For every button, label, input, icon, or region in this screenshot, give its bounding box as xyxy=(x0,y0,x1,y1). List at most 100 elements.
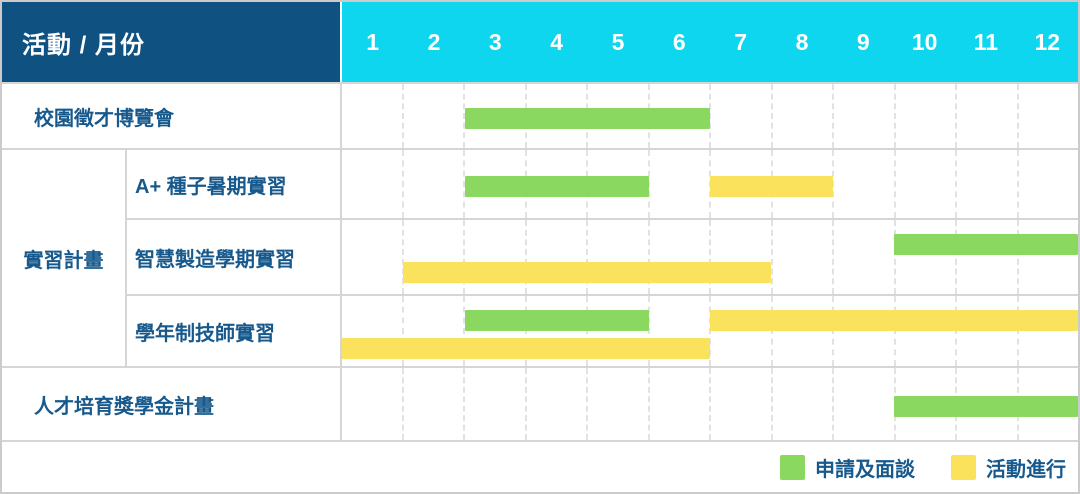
month-gridline xyxy=(896,84,957,148)
month-label: 6 xyxy=(672,28,686,55)
month-gridline xyxy=(1019,296,1079,366)
month-label: 10 xyxy=(911,28,938,55)
chart-row-academic-year-technician-internship xyxy=(340,294,1078,366)
chart-row-campus-job-fair xyxy=(340,82,1078,148)
month-label: 1 xyxy=(366,28,380,55)
legend-label: 活動進行 xyxy=(986,458,1066,481)
page-title: 活動 / 月份 xyxy=(22,31,146,59)
month-gridline xyxy=(404,84,465,148)
group-label-internship-program: 實習計畫 xyxy=(2,148,125,366)
month-gridline xyxy=(465,368,527,440)
month-gridline xyxy=(711,84,773,148)
month-gridline xyxy=(650,368,711,440)
gantt-bar-yellow xyxy=(710,310,1078,331)
gantt-bar-green xyxy=(464,176,649,197)
month-label: 2 xyxy=(427,28,441,55)
month-label: 8 xyxy=(795,28,809,55)
month-gridline xyxy=(342,84,404,148)
green-swatch-icon xyxy=(780,454,805,480)
month-gridline xyxy=(957,220,1019,294)
row-label-text: 智慧製造學期實習 xyxy=(135,248,295,271)
month-gridline xyxy=(1019,84,1079,148)
chart-row-smart-manufacturing-semester-internship xyxy=(340,218,1078,294)
month-grid xyxy=(342,84,1078,148)
month-label: 7 xyxy=(734,28,748,55)
chart-row-aplus-seed-summer-internship xyxy=(340,148,1078,218)
gantt-bar-green xyxy=(894,234,1078,255)
legend-item-application-interview: 申請及面談 xyxy=(780,453,915,482)
month-gridline xyxy=(465,296,527,366)
month-grid xyxy=(342,220,1078,294)
month-label: 11 xyxy=(973,28,999,55)
month-label: 5 xyxy=(611,28,625,55)
month-gridline xyxy=(404,220,465,294)
month-gridline xyxy=(588,368,650,440)
month-gridline xyxy=(896,296,957,366)
legend-label: 申請及面談 xyxy=(815,458,915,481)
month-gridline xyxy=(773,368,834,440)
month-gridline xyxy=(957,150,1019,218)
gantt-bar-yellow xyxy=(403,262,772,283)
month-label: 12 xyxy=(1034,28,1061,55)
month-label: 3 xyxy=(488,28,502,55)
row-label-talent-scholarship-program: 人才培育獎學金計畫 xyxy=(2,366,340,440)
gantt-bar-green xyxy=(894,396,1078,417)
month-gridline xyxy=(896,220,957,294)
month-gridline xyxy=(896,150,957,218)
month-gridline xyxy=(834,84,896,148)
row-label-campus-job-fair: 校園徵才博覽會 xyxy=(2,82,340,148)
month-gridline xyxy=(834,368,896,440)
row-label-text: 人才培育獎學金計畫 xyxy=(34,395,214,418)
month-gridline xyxy=(773,296,834,366)
month-gridline xyxy=(342,150,404,218)
gantt-bar-green xyxy=(464,108,710,129)
month-gridline xyxy=(650,84,711,148)
month-grid xyxy=(342,296,1078,366)
month-gridline xyxy=(650,220,711,294)
month-gridline xyxy=(650,296,711,366)
month-gridline xyxy=(342,368,404,440)
row-label-text: A+ 種子暑期實習 xyxy=(135,175,287,198)
month-gridline xyxy=(465,220,527,294)
month-gridline xyxy=(404,296,465,366)
month-gridline xyxy=(650,150,711,218)
month-gridline xyxy=(342,296,404,366)
chart-row-talent-scholarship-program xyxy=(340,366,1078,440)
legend: 申請及面談 活動進行 xyxy=(2,440,1078,492)
header-title-cell: 活動 / 月份 xyxy=(2,2,340,82)
month-gridline xyxy=(834,296,896,366)
row-label-aplus-seed-summer-internship: A+ 種子暑期實習 xyxy=(125,148,340,218)
month-gridline xyxy=(527,368,588,440)
group-label-text: 實習計畫 xyxy=(23,249,104,272)
gantt-bar-yellow xyxy=(342,338,710,359)
month-gridline xyxy=(588,296,650,366)
month-label: 9 xyxy=(856,28,870,55)
month-gridline xyxy=(588,220,650,294)
month-gridline xyxy=(711,368,773,440)
gantt-bar-yellow xyxy=(710,176,833,197)
month-gridline xyxy=(711,220,773,294)
month-gridline xyxy=(957,84,1019,148)
month-gridline xyxy=(404,150,465,218)
month-gridline xyxy=(1019,150,1079,218)
month-gridline xyxy=(834,220,896,294)
row-label-text: 學年制技師實習 xyxy=(135,322,275,345)
month-label: 4 xyxy=(550,28,564,55)
month-gridline xyxy=(404,368,465,440)
month-gridline xyxy=(957,296,1019,366)
month-gridline xyxy=(711,296,773,366)
month-gridline xyxy=(773,150,834,218)
row-label-smart-manufacturing-semester-internship: 智慧製造學期實習 xyxy=(125,218,340,294)
month-gridline xyxy=(773,220,834,294)
row-label-academic-year-technician-internship: 學年制技師實習 xyxy=(125,294,340,366)
month-gridline xyxy=(342,220,404,294)
month-gridline xyxy=(1019,220,1079,294)
month-gridline xyxy=(773,84,834,148)
yellow-swatch-icon xyxy=(951,454,976,480)
month-gridline xyxy=(527,296,588,366)
row-label-text: 校園徵才博覽會 xyxy=(34,107,174,130)
month-gridline xyxy=(527,220,588,294)
month-header: 1 2 3 4 5 6 7 8 9 10 11 12 xyxy=(340,2,1078,82)
month-gridline xyxy=(834,150,896,218)
